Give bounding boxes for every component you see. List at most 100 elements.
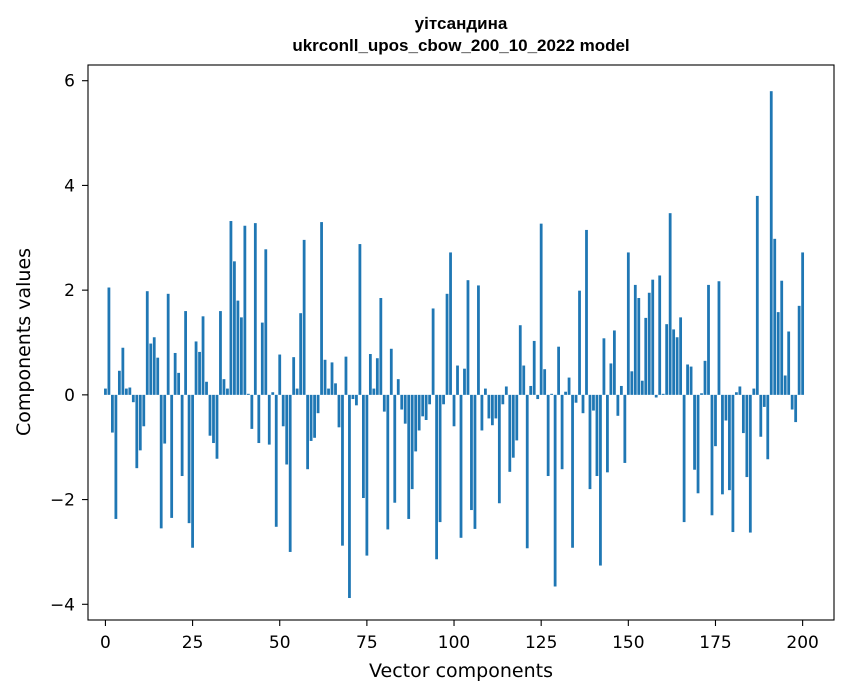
- bar-72: [355, 394, 358, 406]
- x-tick-label-25: 25: [182, 633, 204, 653]
- bar-171: [700, 393, 703, 395]
- x-tick-label-100: 100: [438, 633, 470, 653]
- bar-160: [661, 393, 665, 395]
- bar-134: [571, 394, 574, 548]
- bar-143: [602, 338, 606, 395]
- bar-96: [438, 394, 442, 523]
- bar-12: [145, 291, 149, 395]
- bar-60: [313, 394, 316, 438]
- bar-23: [184, 311, 187, 395]
- x-axis-label: Vector components: [369, 660, 553, 682]
- bar-92: [424, 394, 428, 420]
- bar-172: [703, 360, 707, 395]
- bar-119: [518, 325, 522, 395]
- bar-140: [592, 394, 595, 411]
- bar-86: [403, 394, 407, 424]
- bar-107: [477, 285, 480, 395]
- bar-42: [250, 394, 254, 429]
- bar-118: [515, 394, 519, 441]
- bar-177: [721, 394, 724, 495]
- bar-194: [780, 280, 784, 395]
- bar-113: [497, 394, 501, 504]
- bar-123: [532, 340, 536, 395]
- bar-84: [396, 379, 400, 395]
- bar-14: [152, 337, 156, 395]
- bar-41: [246, 393, 250, 395]
- bar-189: [762, 394, 766, 407]
- bar-181: [735, 392, 738, 395]
- bar-36: [229, 221, 233, 395]
- bar-141: [595, 394, 599, 477]
- bar-49: [274, 394, 278, 527]
- bar-44: [257, 394, 261, 444]
- bar-124: [536, 394, 540, 400]
- chart-subtitle: ukrconll_upos_cbow_200_10_2022 model: [292, 36, 629, 55]
- x-tick-label-50: 50: [269, 633, 291, 653]
- bar-20: [173, 352, 177, 395]
- bar-97: [442, 394, 445, 405]
- bar-148: [619, 385, 623, 395]
- bar-89: [414, 394, 418, 452]
- bar-13: [149, 343, 153, 395]
- y-tick-label--4: −4: [50, 595, 75, 615]
- bar-18: [166, 293, 170, 395]
- bar-30: [208, 394, 212, 436]
- bar-34: [222, 379, 226, 395]
- bars-group: [104, 91, 805, 599]
- bar-47: [267, 394, 271, 445]
- bar-1: [107, 287, 111, 395]
- bar-176: [717, 281, 721, 395]
- bar-147: [616, 394, 620, 416]
- bar-91: [421, 394, 425, 417]
- bar-153: [637, 298, 641, 395]
- x-tick-label-200: 200: [786, 633, 818, 653]
- bar-139: [588, 394, 592, 490]
- y-tick-label--2: −2: [50, 491, 75, 511]
- bar-178: [724, 394, 728, 421]
- bar-127: [546, 394, 550, 477]
- bar-146: [612, 330, 616, 395]
- bar-87: [407, 394, 411, 519]
- bar-74: [362, 394, 365, 499]
- bar-78: [375, 358, 379, 395]
- bar-150: [626, 252, 630, 395]
- bar-193: [776, 312, 780, 395]
- bar-170: [696, 394, 700, 494]
- bar-81: [386, 394, 390, 530]
- bar-83: [393, 394, 397, 503]
- bar-56: [299, 313, 303, 395]
- bar-174: [710, 394, 714, 516]
- bar-192: [773, 238, 777, 395]
- bar-126: [543, 369, 547, 395]
- bar-196: [787, 331, 791, 395]
- bar-110: [487, 394, 491, 419]
- bar-35: [226, 388, 229, 395]
- bar-159: [658, 275, 662, 395]
- bar-149: [623, 394, 627, 463]
- bar-0: [104, 388, 107, 395]
- bar-108: [480, 394, 484, 431]
- bar-167: [686, 364, 689, 395]
- bar-55: [295, 388, 299, 395]
- bar-6: [124, 388, 128, 395]
- bar-130: [557, 346, 560, 395]
- bar-169: [693, 394, 696, 470]
- bar-103: [463, 368, 466, 395]
- bar-16: [159, 394, 163, 529]
- bar-59: [309, 394, 313, 441]
- bar-51: [281, 394, 285, 427]
- bar-8: [131, 394, 135, 403]
- bar-128: [550, 393, 554, 395]
- bar-10: [138, 394, 142, 451]
- bar-163: [672, 329, 676, 395]
- bar-152: [633, 284, 637, 395]
- bar-22: [180, 394, 184, 477]
- bar-106: [473, 394, 477, 529]
- bar-61: [316, 394, 320, 414]
- bar-112: [494, 394, 498, 419]
- bar-135: [574, 394, 578, 403]
- bar-102: [459, 394, 463, 538]
- bar-52: [285, 394, 289, 465]
- bar-33: [219, 311, 222, 395]
